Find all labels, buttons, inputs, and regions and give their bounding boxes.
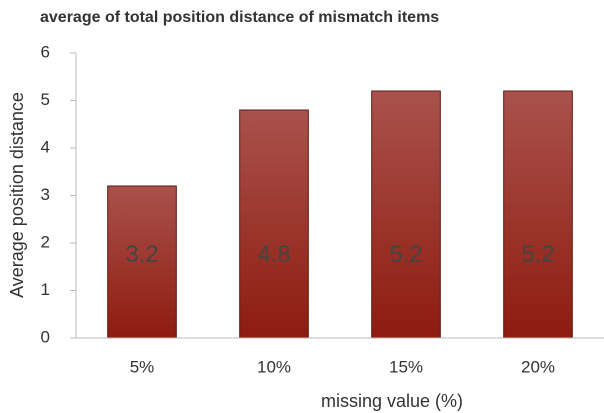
y-axis-label: Average position distance <box>7 92 27 298</box>
y-tick-label: 5 <box>41 90 50 109</box>
x-tick-label: 5% <box>130 357 155 376</box>
y-tick-label: 4 <box>41 137 50 156</box>
bar <box>239 109 309 339</box>
y-tick-label: 6 <box>41 42 50 61</box>
data-label: 5.2 <box>389 241 422 268</box>
y-tick-label: 2 <box>41 232 50 251</box>
y-tick-label: 1 <box>41 280 50 299</box>
data-label: 5.2 <box>521 241 554 268</box>
bar <box>107 185 177 339</box>
chart-title: average of total position distance of mi… <box>40 9 439 26</box>
x-tick-label: 15% <box>389 357 423 376</box>
bar <box>503 90 573 339</box>
x-tick-label: 20% <box>521 357 555 376</box>
data-label: 3.2 <box>125 241 158 268</box>
y-tick-label: 0 <box>41 327 50 346</box>
y-tick-label: 3 <box>41 185 50 204</box>
data-label: 4.8 <box>257 241 290 268</box>
x-axis-label: missing value (%) <box>321 391 463 411</box>
x-tick-label: 10% <box>257 357 291 376</box>
bar <box>371 90 441 339</box>
